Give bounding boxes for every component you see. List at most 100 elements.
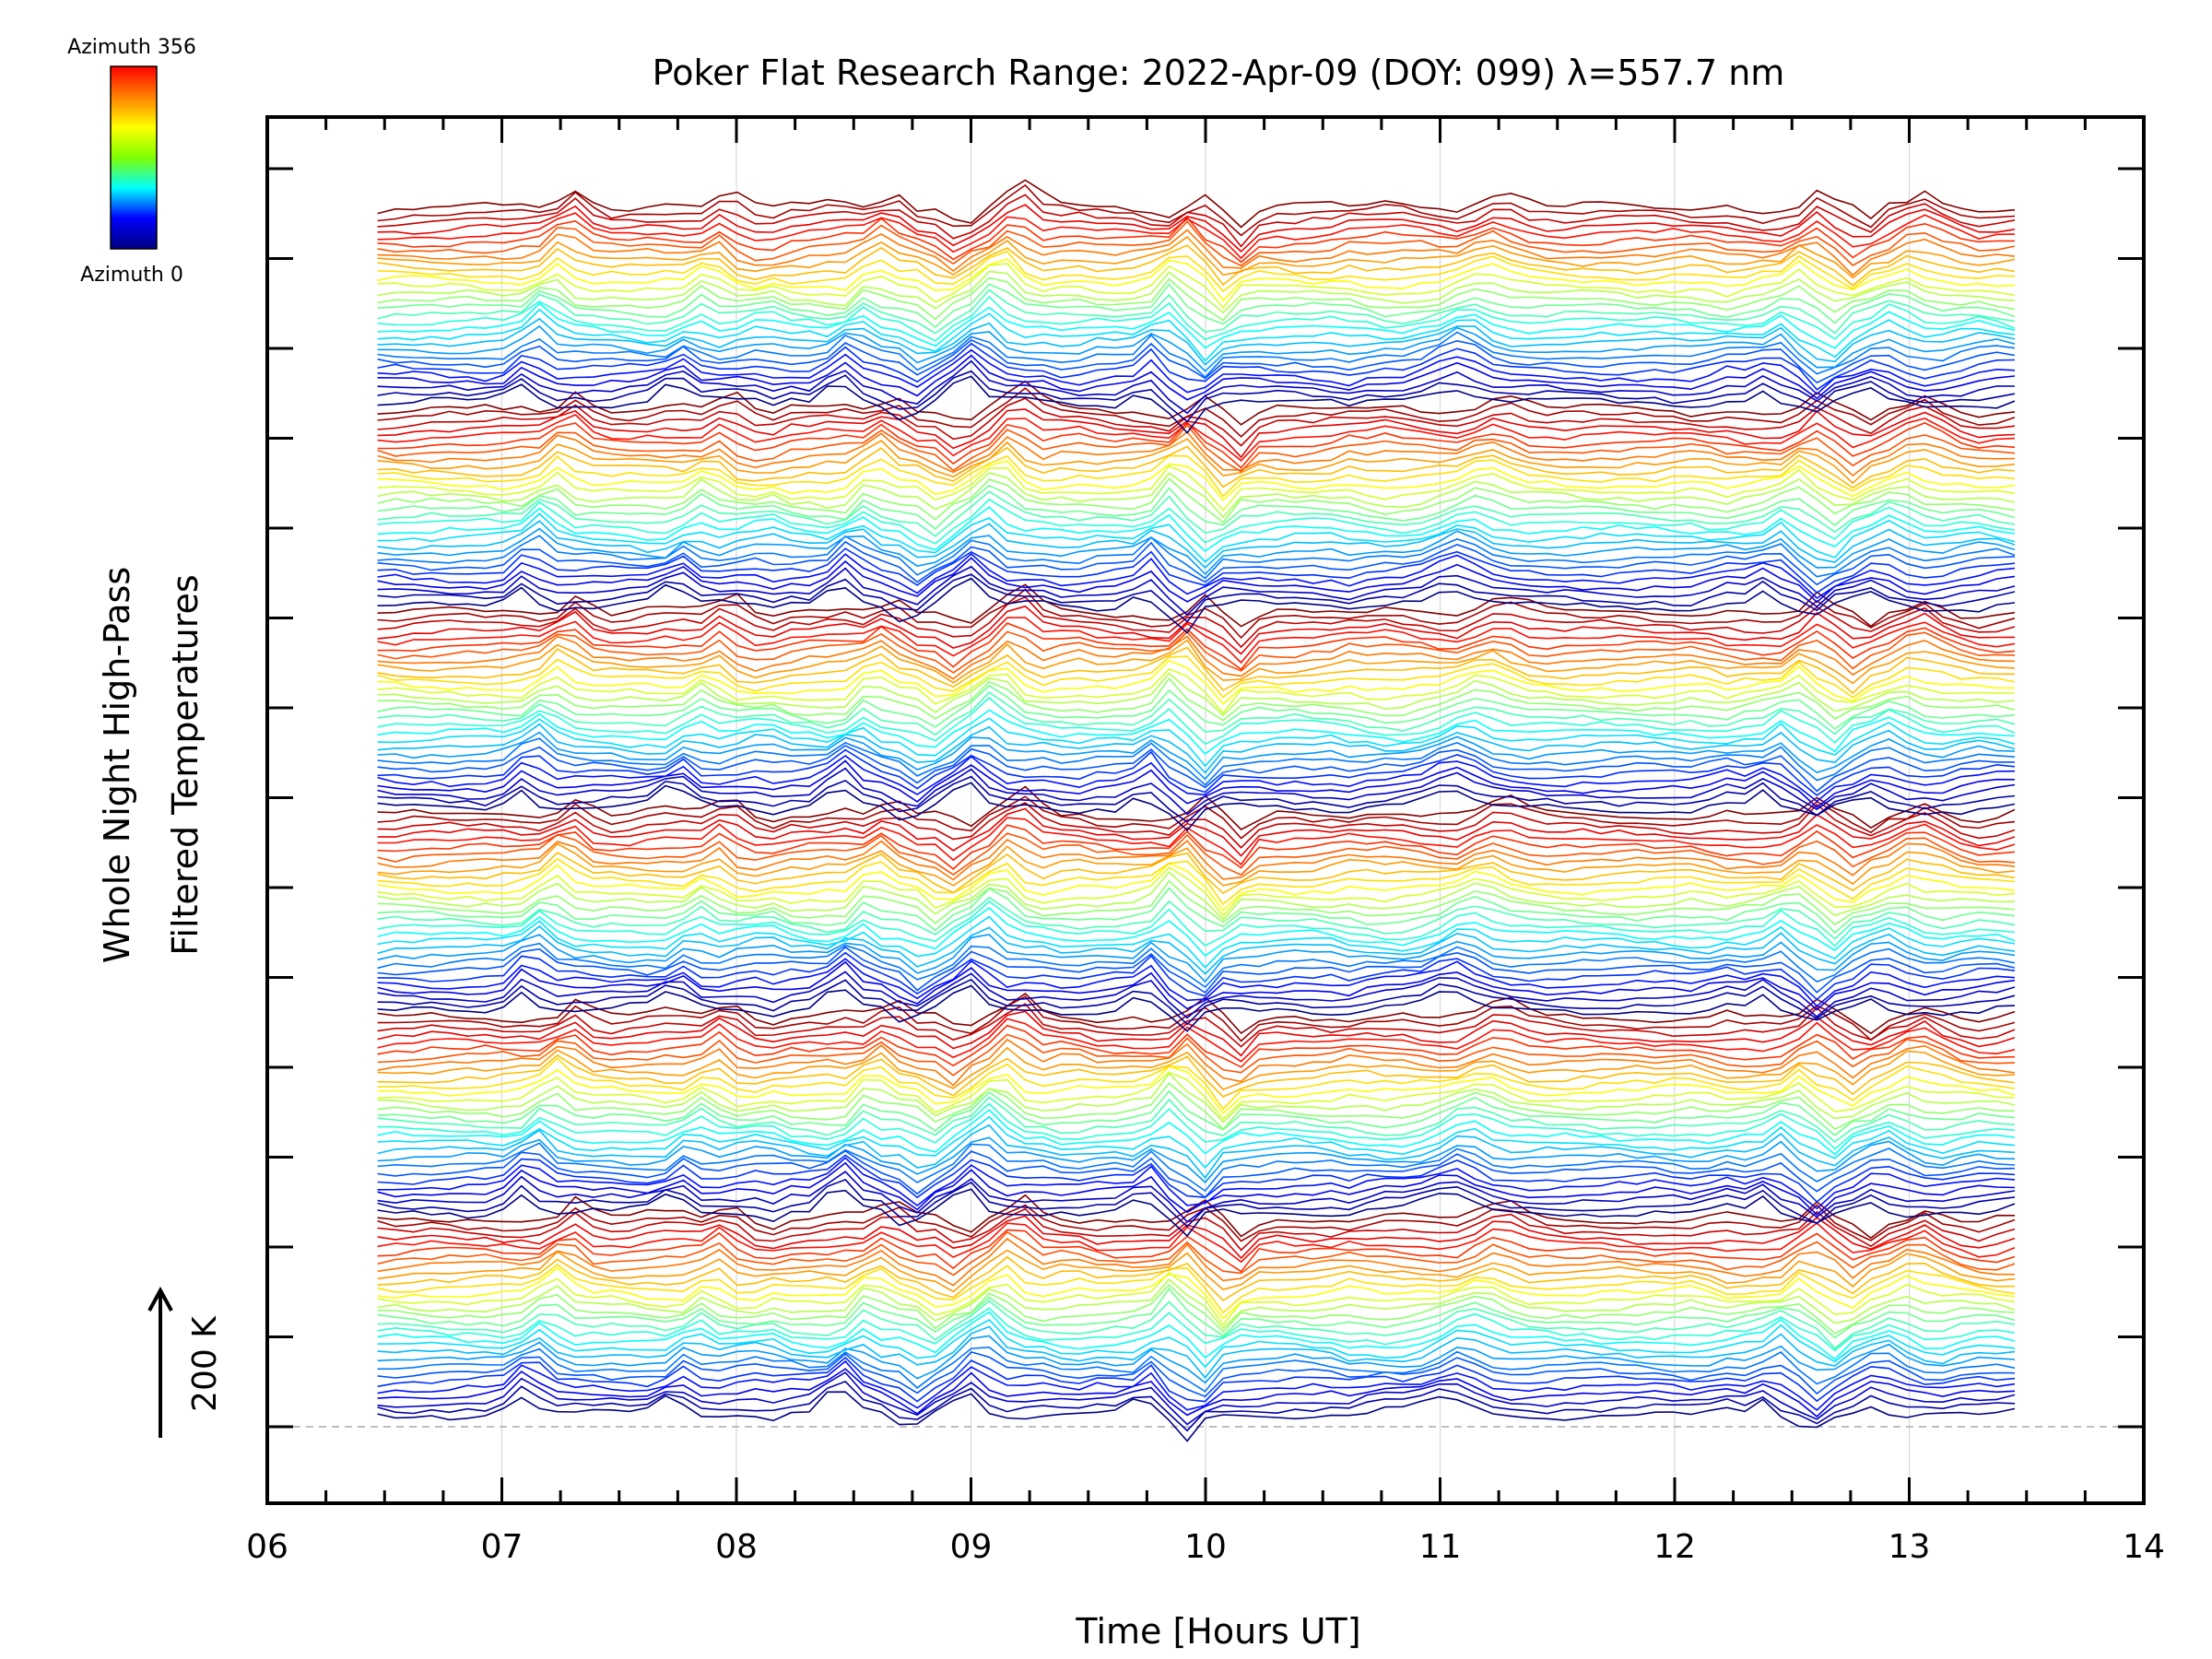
series-line — [377, 1136, 2016, 1183]
series-line — [377, 258, 2016, 302]
series-line — [377, 1161, 2016, 1217]
series-line — [377, 183, 2016, 237]
series-line — [377, 605, 2016, 655]
series-line — [377, 1271, 2016, 1326]
series-line — [377, 552, 2016, 600]
series-line — [377, 438, 2016, 485]
series-line — [377, 1325, 2016, 1380]
series-line — [377, 984, 2016, 1032]
colorbar-top-label: Azimuth 356 — [67, 36, 196, 59]
x-tick-label: 08 — [715, 1528, 758, 1566]
series-line — [377, 817, 2016, 866]
series-line — [377, 288, 2016, 335]
series-line — [377, 1115, 2016, 1169]
series-line — [377, 1142, 2016, 1193]
series-line — [377, 1033, 2016, 1077]
series-line — [377, 1096, 2016, 1143]
series-line — [377, 839, 2016, 881]
series-line — [377, 421, 2016, 469]
series-line — [377, 1102, 2016, 1150]
series-line — [377, 1046, 2016, 1091]
series-line — [377, 354, 2016, 401]
series-line — [377, 460, 2016, 501]
series-line — [377, 204, 2016, 253]
series-line — [377, 934, 2016, 983]
series-line — [377, 194, 2016, 248]
series-line — [377, 547, 2016, 594]
series-line — [377, 782, 2016, 832]
series-line — [377, 540, 2016, 586]
series-line — [377, 795, 2016, 840]
series-line — [377, 498, 2016, 545]
colorbar — [110, 65, 158, 250]
series-line — [377, 1391, 2016, 1442]
series-line — [377, 807, 2016, 857]
series-line — [377, 639, 2016, 685]
series-line — [377, 583, 2016, 628]
series-line — [377, 1215, 2016, 1260]
series-line — [377, 1230, 2016, 1277]
series-line — [377, 331, 2016, 379]
series-line — [377, 1335, 2016, 1384]
series-line — [377, 1346, 2016, 1393]
series-line — [377, 672, 2016, 717]
series-line — [377, 414, 2016, 462]
series-line — [377, 995, 2016, 1042]
y-axis-label-line1: Whole Night High-Pass — [97, 567, 137, 963]
series-line — [377, 244, 2016, 287]
series-line — [377, 1188, 2016, 1238]
series-line — [377, 308, 2016, 362]
series-line — [377, 745, 2015, 793]
series-line — [377, 896, 2016, 940]
series-line — [377, 212, 2016, 260]
series-line — [377, 1072, 2016, 1124]
series-line — [377, 978, 2016, 1026]
series-line — [377, 1124, 2016, 1180]
series-line — [377, 380, 2016, 426]
series-line — [377, 283, 2016, 329]
series-line — [377, 250, 2016, 293]
x-tick-label: 13 — [1888, 1528, 1931, 1566]
series-line — [377, 691, 2016, 736]
series-line — [377, 490, 2016, 537]
series-line — [377, 430, 2016, 477]
series-line — [377, 857, 2016, 906]
series-line — [377, 472, 2016, 519]
x-axis-label: Time [Hours UT] — [1075, 1611, 1360, 1652]
series-line — [377, 229, 2016, 276]
series-line — [377, 1311, 2016, 1360]
series-line — [377, 617, 2016, 665]
series-line — [377, 767, 2016, 816]
series-line — [377, 879, 2016, 926]
series-line — [377, 775, 2016, 824]
series-line — [377, 424, 2016, 473]
series-line — [377, 942, 2016, 989]
series-line — [377, 1221, 2016, 1264]
series-line — [377, 717, 2016, 768]
series-line — [377, 1018, 2016, 1063]
series-line — [377, 263, 2016, 310]
series-line — [377, 1264, 2016, 1314]
series-line — [377, 630, 2016, 674]
series-line — [377, 342, 2016, 391]
series-line — [377, 527, 2016, 576]
scale-arrow: 200 K — [147, 1286, 224, 1438]
series-line — [377, 1082, 2016, 1131]
series-line — [377, 1319, 2016, 1369]
series-line — [377, 375, 2016, 434]
series-line — [377, 220, 2016, 267]
series-line — [377, 1003, 2016, 1048]
series-line — [377, 684, 2016, 730]
x-tick-labels: 06 07 08 09 10 11 12 13 14 — [246, 1528, 2165, 1566]
series-line — [377, 484, 2016, 530]
series-line — [377, 557, 2016, 604]
series-line — [377, 1024, 2016, 1068]
series-line — [377, 477, 2016, 524]
series-line — [377, 1010, 2016, 1057]
series-line — [377, 179, 2016, 229]
series-line — [377, 1300, 2016, 1350]
series-line — [377, 1154, 2016, 1204]
series-line — [377, 659, 2015, 705]
series-line — [377, 1255, 2016, 1302]
